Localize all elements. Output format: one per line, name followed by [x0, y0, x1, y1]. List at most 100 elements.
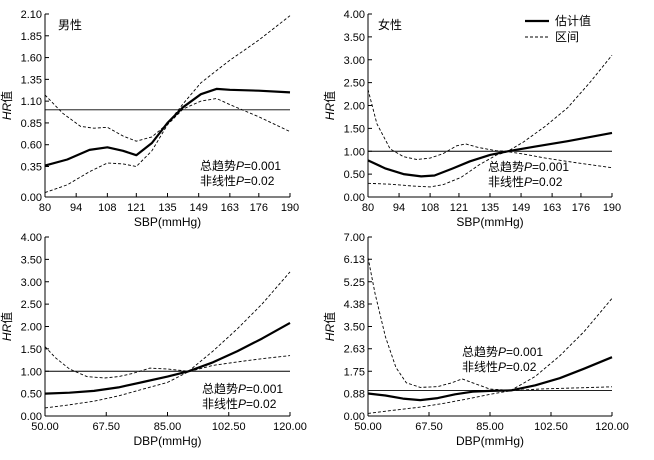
x-tick-label: 149: [190, 202, 208, 214]
interval-upper-line: [367, 257, 613, 391]
annotation-nonlinear: 非线性P=0.02: [200, 174, 275, 188]
panel-female-sbp: 0.00 0.50 1.00 1.50 2.00 2.50 3.00 3.50 4.00 80 94…: [322, 9, 621, 229]
annotation-prefix: 总趋势: [462, 345, 498, 359]
estimate-line: [367, 356, 613, 402]
x-tick-label: 190: [281, 202, 299, 214]
x-tick-label: 80: [362, 202, 374, 214]
annotation-value: =0.001: [246, 382, 283, 396]
x-tick-label: 176: [250, 202, 268, 214]
annotation-value: =0.02: [244, 174, 275, 188]
x-tick-label: 121: [127, 202, 145, 214]
annotation-prefix: 总趋势: [200, 159, 236, 173]
y-tick-label: 1.75: [344, 366, 365, 378]
y-tick-label: 0.00: [344, 411, 365, 423]
y-tick-label: 2.10: [21, 9, 42, 21]
y-tick-label: 0.60: [21, 140, 42, 152]
panel-label: 男性: [58, 18, 82, 32]
annotation-overall-trend: 总趋势P=0.001: [202, 382, 283, 396]
y-tick-label: 3.50: [21, 254, 42, 266]
x-tick-label: 67.50: [92, 421, 120, 433]
y-tick-label: 0.50: [21, 389, 42, 401]
y-axis-title-italic: HR: [323, 103, 337, 121]
y-tick-label: 4.00: [344, 9, 365, 21]
x-axis-title: DBP(mmHg): [134, 434, 202, 448]
legend: 估计值 区间: [525, 13, 591, 44]
y-axis-title: HR值: [0, 91, 14, 120]
annotation-p: P: [238, 382, 246, 396]
annotation-p: P: [498, 345, 506, 359]
annotation-overall-trend: 总趋势P=0.001: [488, 160, 569, 174]
x-tick-label: 108: [421, 202, 439, 214]
annotation-value: =0.02: [532, 175, 563, 189]
y-tick-label: 1.50: [21, 344, 42, 356]
y-tick-label: 3.00: [344, 55, 365, 67]
interval-lower-line: [44, 98, 291, 194]
x-tick-label: 67.50: [415, 421, 443, 433]
x-tick-label: 50.00: [354, 421, 382, 433]
annotation-prefix: 非线性: [488, 175, 524, 189]
y-tick-label: 0.00: [344, 192, 365, 204]
x-tick-label: 85.00: [476, 421, 504, 433]
y-tick-label: 6.13: [344, 254, 365, 266]
y-tick-label: 5.25: [344, 277, 365, 289]
y-tick-label: 0.88: [344, 388, 365, 400]
y-tick-label: 1.10: [21, 96, 42, 108]
annotation-p: P: [498, 360, 506, 374]
x-tick-label: 120.00: [273, 421, 307, 433]
x-tick-label: 50.00: [31, 421, 59, 433]
y-axis-title-italic: HR: [0, 324, 14, 342]
x-tick-label: 94: [70, 202, 82, 214]
y-tick-label: 1.00: [344, 146, 365, 158]
y-axis-title: HR值: [322, 91, 337, 120]
annotation-nonlinear: 非线性P=0.02: [202, 397, 277, 411]
annotation-prefix: 非线性: [462, 360, 498, 374]
y-tick-label: 4.38: [344, 299, 365, 311]
x-tick-label: 94: [393, 202, 405, 214]
x-axis-title: DBP(mmHg): [456, 434, 524, 448]
annotation-value: =0.001: [506, 345, 543, 359]
y-tick-label: 2.50: [21, 299, 42, 311]
annotation-p: P: [524, 160, 532, 174]
interval-upper-line: [44, 15, 291, 142]
annotation-nonlinear: 非线性P=0.02: [462, 360, 537, 374]
y-tick-label: 1.35: [21, 74, 42, 86]
y-tick-label: 2.00: [344, 101, 365, 113]
panel-male-sbp: 0.00 0.35 0.60 0.85 1.10 1.35 1.60 1.85 2.10 80 94…: [0, 9, 299, 229]
annotation-prefix: 非线性: [200, 174, 236, 188]
y-axis-title-suffix: 值: [322, 91, 337, 103]
y-tick-label: 2.50: [344, 78, 365, 90]
estimate-line: [44, 321, 291, 395]
y-tick-label: 1.85: [21, 31, 42, 43]
annotation-value: =0.001: [244, 159, 281, 173]
y-tick-label: 0.00: [21, 192, 42, 204]
y-tick-label: 0.50: [344, 169, 365, 181]
y-tick-label: 1.00: [21, 366, 42, 378]
y-tick-label: 1.60: [21, 53, 42, 65]
x-tick-label: 108: [98, 202, 116, 214]
x-tick-label: 135: [481, 202, 499, 214]
panel-label: 女性: [378, 17, 402, 32]
x-tick-label: 102.50: [534, 421, 568, 433]
y-axis-title-suffix: 值: [0, 312, 14, 324]
annotation-p: P: [238, 397, 246, 411]
y-tick-label: 3.50: [344, 322, 365, 334]
y-axis-title: HR值: [322, 312, 337, 341]
y-tick-label: 0.35: [21, 162, 42, 174]
y-tick-label: 0.00: [21, 411, 42, 423]
annotation-prefix: 总趋势: [202, 382, 238, 396]
annotation-value: =0.02: [246, 397, 277, 411]
legend-label-estimate: 估计值: [555, 13, 591, 28]
x-tick-label: 163: [221, 202, 239, 214]
x-tick-label: 85.00: [154, 421, 182, 433]
y-tick-label: 1.50: [344, 123, 365, 135]
annotation-nonlinear: 非线性P=0.02: [488, 175, 563, 189]
y-tick-label: 2.00: [21, 322, 42, 334]
y-tick-label: 2.63: [344, 344, 365, 356]
annotation-prefix: 非线性: [202, 397, 238, 411]
annotation-value: =0.001: [532, 160, 569, 174]
estimate-line: [44, 87, 291, 167]
x-tick-label: 176: [572, 202, 590, 214]
y-tick-label: 0.85: [21, 118, 42, 130]
x-axis-title: SBP(mmHg): [134, 215, 201, 229]
